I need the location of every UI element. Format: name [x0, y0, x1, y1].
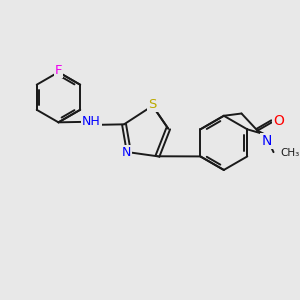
Text: N: N	[121, 146, 131, 159]
Text: CH₃: CH₃	[280, 148, 300, 158]
Text: N: N	[261, 134, 272, 148]
Text: O: O	[273, 114, 284, 128]
Text: S: S	[148, 98, 157, 111]
Text: NH: NH	[82, 116, 100, 128]
Text: F: F	[55, 64, 62, 77]
